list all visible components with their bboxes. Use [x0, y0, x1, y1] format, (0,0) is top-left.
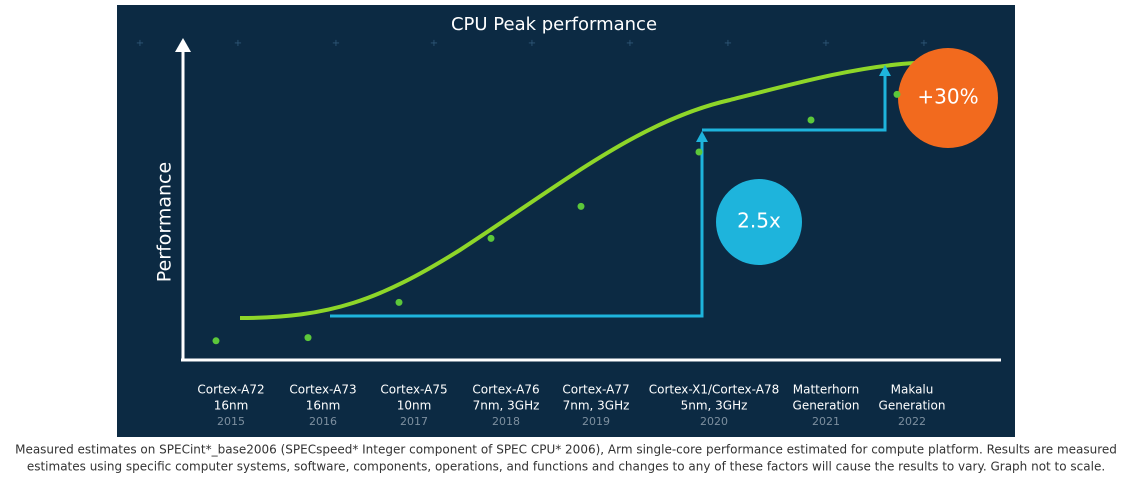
- svg-text:+: +: [136, 38, 144, 49]
- data-point: [395, 298, 403, 306]
- x-tick-detail: 16nm: [306, 399, 341, 413]
- data-point: [695, 148, 703, 156]
- y-axis-arrow: [175, 38, 191, 52]
- footnote: estimates using specific computer system…: [27, 460, 1105, 474]
- annotation: +30%: [917, 85, 978, 109]
- chart-title: CPU Peak performance: [451, 14, 657, 35]
- x-tick-year: 2020: [700, 415, 728, 428]
- x-tick-label: Cortex-A73: [289, 383, 356, 397]
- arrow-head: [879, 65, 891, 76]
- x-tick-label: Matterhorn: [793, 383, 860, 397]
- step-lines: [330, 74, 887, 318]
- svg-text:+: +: [920, 38, 928, 49]
- x-tick-detail: 10nm: [397, 399, 432, 413]
- x-tick-detail: 5nm, 3GHz: [681, 399, 748, 413]
- x-tick-detail: Generation: [879, 399, 946, 413]
- y-axis-label: Performance: [154, 162, 176, 282]
- svg-text:+: +: [724, 38, 732, 49]
- x-tick-detail: 7nm, 3GHz: [563, 399, 630, 413]
- data-point: [304, 334, 312, 342]
- x-tick-year: 2021: [812, 415, 840, 428]
- x-tick-year: 2018: [492, 415, 520, 428]
- x-tick-year: 2017: [400, 415, 428, 428]
- x-tick-label: Cortex-A72: [197, 383, 264, 397]
- svg-text:+: +: [430, 38, 438, 49]
- data-point: [577, 202, 585, 210]
- decor-plus: + + + + + + + + +: [136, 38, 928, 49]
- footnote: Measured estimates on SPECint*_base2006 …: [15, 443, 1117, 457]
- data-point: [807, 116, 815, 124]
- data-point: [487, 234, 495, 242]
- arrow-head: [696, 131, 708, 142]
- data-point: [893, 90, 901, 98]
- svg-text:+: +: [822, 38, 830, 49]
- svg-text:+: +: [528, 38, 536, 49]
- annotation-circle: [716, 179, 802, 265]
- svg-text:+: +: [234, 38, 242, 49]
- x-tick-label: Cortex-X1/Cortex-A78: [649, 383, 779, 397]
- x-tick-label: Cortex-A76: [472, 383, 539, 397]
- x-tick-detail: 16nm: [214, 399, 249, 413]
- x-tick-label: Makalu: [891, 383, 934, 397]
- x-tick-label: Cortex-A77: [562, 383, 629, 397]
- x-tick-detail: Generation: [793, 399, 860, 413]
- x-tick-year: 2022: [898, 415, 926, 428]
- x-tick-label: Cortex-A75: [380, 383, 447, 397]
- panel: [117, 5, 1015, 437]
- x-tick-year: 2016: [309, 415, 337, 428]
- annotation: 2.5x: [737, 209, 781, 233]
- x-tick-year: 2019: [582, 415, 610, 428]
- svg-text:+: +: [626, 38, 634, 49]
- x-tick-detail: 7nm, 3GHz: [473, 399, 540, 413]
- svg-text:+: +: [332, 38, 340, 49]
- x-tick-year: 2015: [217, 415, 245, 428]
- annotation-circle: [898, 48, 998, 148]
- trend-curve: [239, 61, 916, 320]
- data-point: [212, 337, 220, 345]
